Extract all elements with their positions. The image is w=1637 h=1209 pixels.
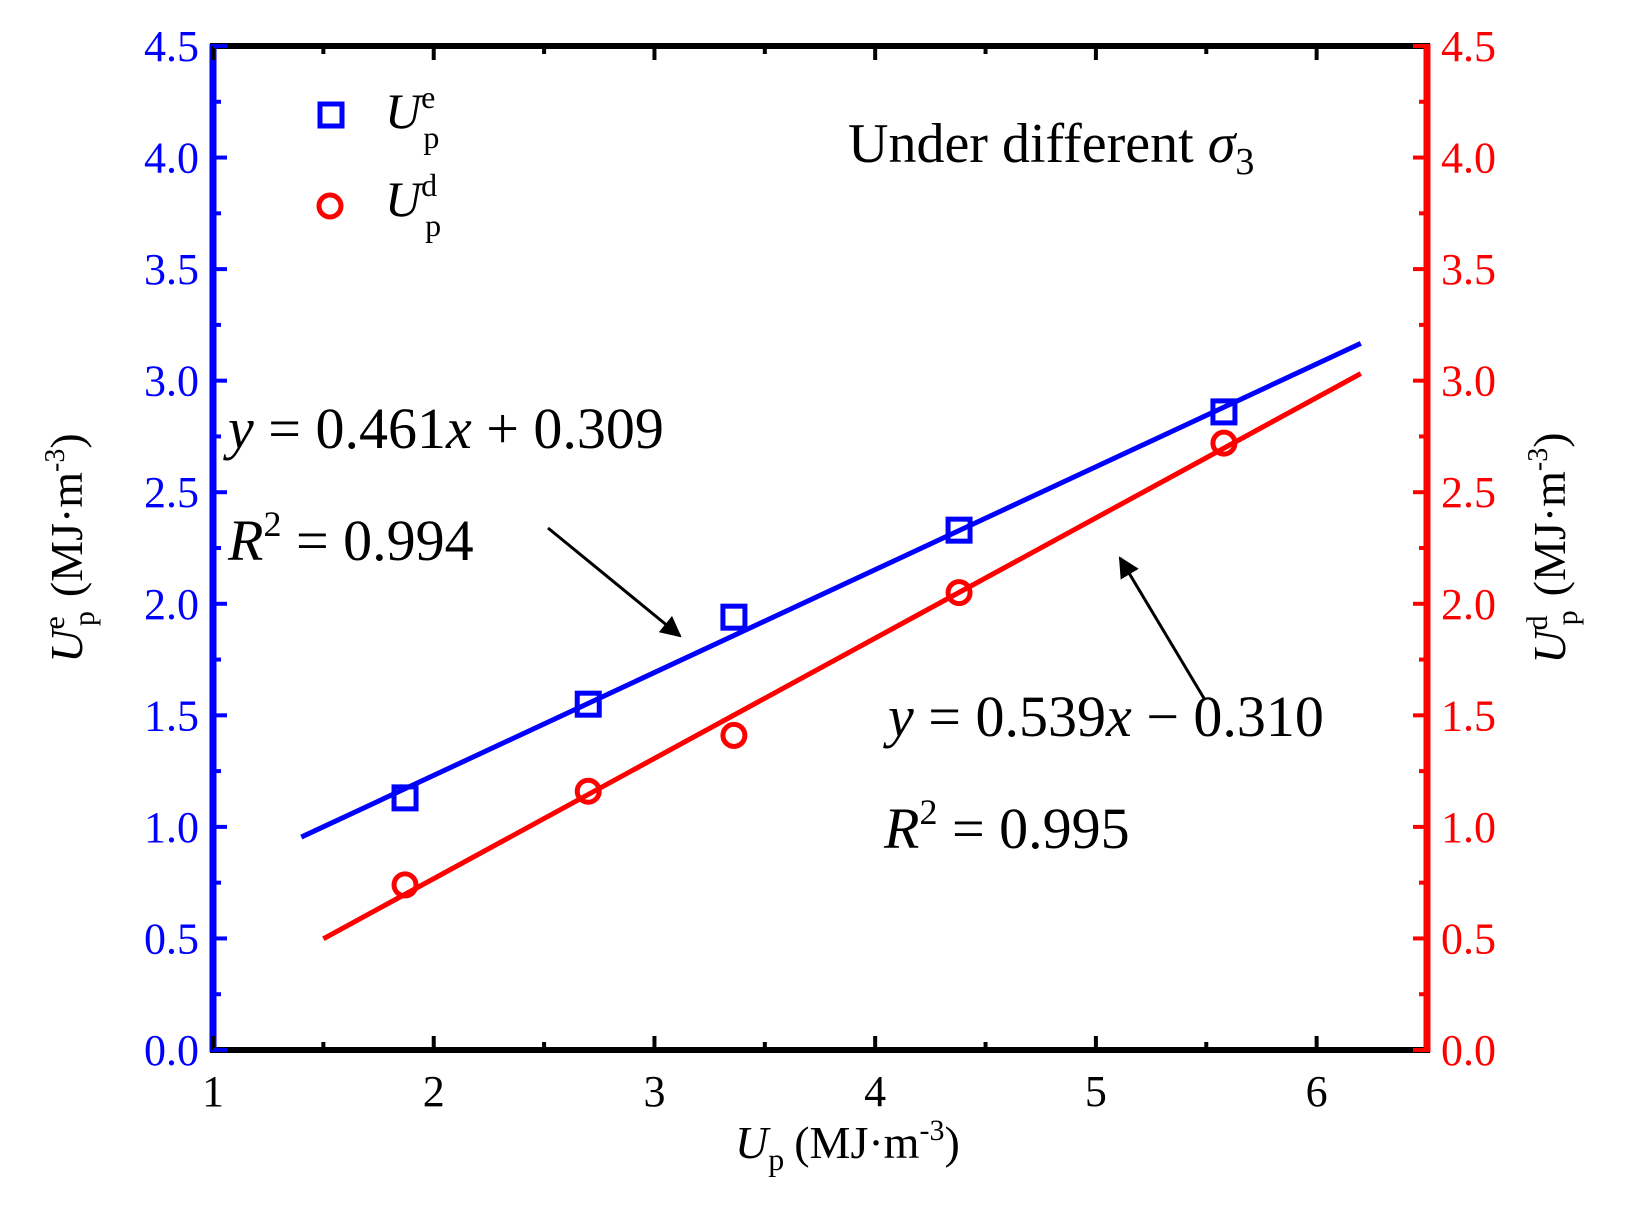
legend: Ue p Ud p — [316, 79, 441, 243]
data-point-circle — [574, 777, 602, 805]
x-axis-title: Up (MJ·m-3) — [735, 1114, 960, 1177]
data-point-circle — [391, 871, 419, 899]
y-axis-title-right: Udp(MJ·m-3) — [1521, 432, 1584, 663]
legend-marker-square — [317, 101, 345, 129]
fit-line-d — [322, 371, 1362, 941]
data-point-circle — [1210, 429, 1238, 457]
y-right-tick-label: 4.0 — [1441, 134, 1496, 183]
y-right-tick-label: 3.0 — [1441, 357, 1496, 406]
y-right-tick-label: 1.5 — [1441, 691, 1496, 740]
y-right-tick-label: 0.5 — [1441, 914, 1496, 963]
axis-ticks — [211, 44, 1427, 1052]
legend-label-e: Ue p — [385, 79, 439, 155]
legend-label-d: Ud p — [385, 167, 441, 243]
y-left-tick-label: 2.5 — [144, 468, 199, 517]
x-tick-label: 2 — [423, 1067, 445, 1116]
series-layer — [300, 341, 1362, 941]
axis-tick-labels: 1 2 3 4 5 6 0.0 0.0 0.5 0.5 1.0 1.0 1.5 1.5 2.0 2.0 2.5 2… — [144, 22, 1496, 1116]
y-right-tick-label: 2.5 — [1441, 468, 1496, 517]
r2-d: R2 = 0.995 — [883, 792, 1130, 861]
arrow-to-red-fit — [1118, 556, 1207, 701]
y-axis-title-left: Uep(MJ·m-3) — [38, 433, 101, 662]
fit-line-e — [300, 341, 1362, 840]
y-right-tick-label: 2.0 — [1441, 580, 1496, 629]
data-point-square — [720, 603, 748, 631]
y-left-tick-label: 4.0 — [144, 134, 199, 183]
y-left-tick-label: 4.5 — [144, 22, 199, 71]
x-tick-label: 6 — [1306, 1067, 1328, 1116]
y-right-tick-label: 3.5 — [1441, 245, 1496, 294]
data-point-square — [391, 784, 419, 812]
y-right-tick-label: 1.0 — [1441, 803, 1496, 852]
annotation-title: Under different σ3 — [848, 113, 1254, 183]
x-tick-label: 5 — [1085, 1067, 1107, 1116]
y-left-tick-label: 0.5 — [144, 914, 199, 963]
data-point-square — [574, 690, 602, 718]
data-point-square — [1210, 398, 1238, 426]
data-point-circle — [945, 579, 973, 607]
x-tick-label: 3 — [643, 1067, 665, 1116]
y-right-tick-label: 4.5 — [1441, 22, 1496, 71]
y-left-tick-label: 0.0 — [144, 1026, 199, 1075]
arrow-to-blue-fit — [547, 526, 682, 638]
y-left-tick-label: 1.5 — [144, 691, 199, 740]
y-left-tick-label: 3.0 — [144, 357, 199, 406]
y-left-tick-label: 1.0 — [144, 803, 199, 852]
equation-d: y = 0.539x − 0.310 — [883, 684, 1324, 749]
data-point-square — [945, 516, 973, 544]
equation-e: y = 0.461x + 0.309 — [223, 396, 664, 461]
x-tick-label: 4 — [864, 1067, 886, 1116]
x-tick-label: 1 — [202, 1067, 224, 1116]
r2-e: R2 = 0.994 — [227, 504, 474, 573]
y-left-tick-label: 3.5 — [144, 245, 199, 294]
y-right-tick-label: 0.0 — [1441, 1026, 1496, 1075]
y-left-tick-label: 2.0 — [144, 580, 199, 629]
legend-marker-circle — [316, 192, 344, 220]
data-point-circle — [720, 721, 748, 749]
